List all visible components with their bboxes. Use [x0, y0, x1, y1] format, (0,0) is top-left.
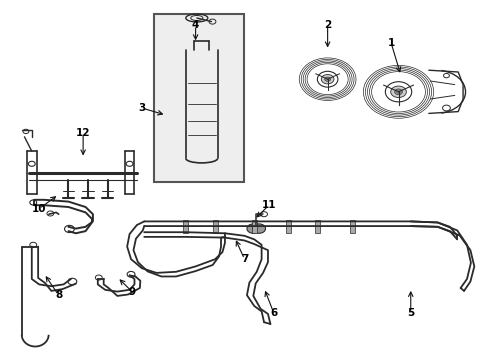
Bar [212, 220, 217, 233]
Circle shape [390, 86, 406, 98]
Bar [251, 220, 256, 233]
Circle shape [324, 77, 330, 81]
Bar [285, 220, 290, 233]
FancyBboxPatch shape [154, 14, 244, 182]
Bar [315, 220, 320, 233]
Text: 4: 4 [191, 20, 199, 30]
Text: 8: 8 [55, 290, 62, 300]
Circle shape [394, 89, 402, 95]
Text: 10: 10 [32, 204, 46, 214]
Text: 2: 2 [324, 20, 330, 30]
Text: 1: 1 [387, 38, 394, 48]
Text: 6: 6 [270, 308, 277, 318]
Text: 3: 3 [138, 103, 145, 113]
Text: 11: 11 [261, 200, 276, 210]
Text: 7: 7 [240, 254, 248, 264]
Circle shape [252, 224, 265, 233]
Text: 5: 5 [407, 308, 413, 318]
Circle shape [246, 224, 259, 233]
Bar [349, 220, 354, 233]
Text: 9: 9 [128, 287, 135, 297]
Text: 12: 12 [76, 128, 90, 138]
Circle shape [321, 75, 333, 84]
Bar [183, 220, 188, 233]
